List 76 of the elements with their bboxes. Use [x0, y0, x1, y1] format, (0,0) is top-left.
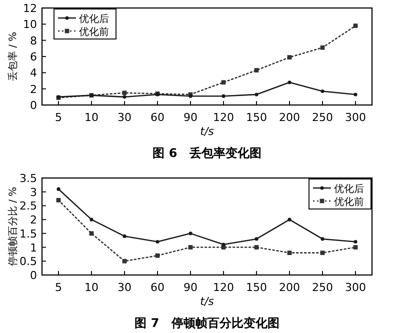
y-tick-label: 0: [30, 99, 37, 112]
x-tick-label: 250: [312, 281, 333, 294]
x-tick-label: 30: [118, 111, 132, 124]
y-tick-label: 2: [30, 214, 37, 227]
point: [288, 218, 292, 222]
x-tick-label: 120: [213, 111, 234, 124]
x-tick-label: 5: [55, 111, 62, 124]
point: [56, 198, 61, 202]
y-tick-label: 10: [23, 18, 37, 32]
point: [222, 242, 226, 246]
x-tick-label: 150: [246, 111, 267, 124]
y-tick-label: 2: [30, 82, 37, 96]
point: [320, 250, 325, 256]
point: [320, 89, 324, 94]
legend-label: 优化后: [334, 183, 364, 195]
x-tick-label: 10: [84, 281, 98, 294]
point: [122, 258, 127, 264]
x-tick-label: 150: [246, 281, 267, 294]
x-axis-title: t/s: [200, 125, 214, 138]
y-tick-label: 1: [30, 241, 37, 254]
y-tick-label: 0.5: [20, 255, 37, 268]
y-tick-label: 1.5: [20, 227, 37, 240]
x-tick-label: 5: [55, 281, 62, 294]
point: [56, 187, 60, 191]
point: [188, 232, 192, 236]
point: [122, 234, 126, 238]
point: [221, 80, 226, 85]
y-tick-label: 4: [30, 66, 37, 80]
x-tick-label: 60: [150, 111, 164, 124]
point: [254, 245, 259, 250]
x-tick-label: 200: [279, 111, 300, 124]
point: [287, 55, 292, 60]
point: [354, 240, 358, 244]
point: [188, 245, 193, 250]
point: [353, 245, 358, 250]
y-tick-label: 6: [30, 50, 37, 64]
y-tick-label: 3.5: [20, 172, 37, 185]
x-tick-label: 120: [213, 281, 234, 294]
y-tick-label: 3: [30, 186, 37, 199]
point: [155, 253, 160, 258]
x-tick-label: 300: [345, 111, 366, 124]
x-axis-title: t/s: [200, 295, 214, 308]
point: [353, 24, 358, 28]
point: [254, 237, 258, 241]
x-tick-label: 200: [279, 281, 300, 294]
x-tick-label: 10: [84, 111, 98, 124]
point: [354, 92, 358, 96]
y-tick-label: 12: [23, 2, 37, 15]
x-tick-label: 90: [184, 111, 198, 124]
point: [320, 45, 325, 50]
point: [288, 80, 292, 84]
point: [254, 68, 259, 72]
legend-label: 优化前: [79, 26, 109, 38]
caption: 图 6 丢包率变化图: [152, 146, 262, 160]
point: [90, 218, 94, 222]
point: [254, 92, 258, 96]
legend-label: 优化前: [334, 196, 364, 208]
point: [122, 95, 126, 99]
y-axis-title: 丢包率 / %: [7, 32, 19, 82]
x-tick-label: 250: [312, 111, 333, 124]
point: [320, 237, 324, 241]
y-axis-title: 停顿帧百分比 / %: [7, 186, 19, 266]
caption: 图 7 停顿帧百分比变化图: [134, 316, 280, 330]
point: [156, 240, 160, 244]
point: [122, 90, 127, 96]
x-tick-label: 30: [118, 281, 132, 294]
point: [222, 94, 226, 98]
legend-label: 优化后: [79, 13, 109, 25]
point: [287, 250, 292, 256]
y-tick-label: 8: [30, 34, 37, 48]
x-tick-label: 60: [150, 281, 164, 294]
x-tick-label: 300: [345, 281, 366, 294]
y-tick-label: 2.5: [20, 200, 37, 213]
point: [89, 231, 94, 236]
x-tick-label: 90: [184, 281, 198, 294]
y-tick-label: 0: [30, 269, 37, 282]
